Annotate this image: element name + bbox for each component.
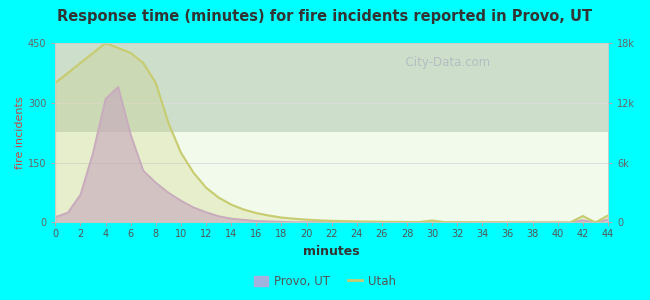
- Y-axis label: fire incidents: fire incidents: [15, 96, 25, 169]
- Text: City-Data.com: City-Data.com: [398, 56, 490, 69]
- Text: Response time (minutes) for fire incidents reported in Provo, UT: Response time (minutes) for fire inciden…: [57, 9, 593, 24]
- X-axis label: minutes: minutes: [304, 245, 360, 258]
- Legend: Provo, UT, Utah: Provo, UT, Utah: [250, 270, 400, 292]
